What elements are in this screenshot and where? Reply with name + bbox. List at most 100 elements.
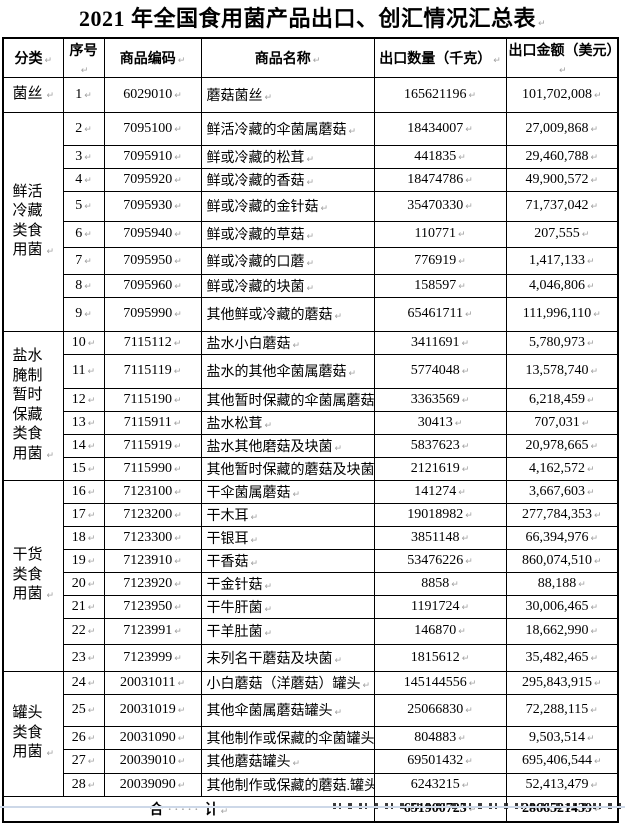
cell-qty: 776919 ↵ xyxy=(373,246,507,275)
cell-qty-text: 441835 xyxy=(414,148,457,164)
cell-seq-text: 7 xyxy=(75,252,83,268)
cell-qty: 2121619 ↵ xyxy=(373,456,507,481)
header-name-label: 商品名称 xyxy=(254,49,311,66)
paragraph-mark-icon: ↵ xyxy=(461,367,470,377)
cell-amount-text: 27,009,868 xyxy=(525,120,589,136)
paragraph-mark-icon: ↵ xyxy=(312,55,321,66)
cell-seq-text: 20 xyxy=(71,575,86,591)
header-code: 商品编码 ↵ xyxy=(103,37,202,78)
bottom-divider-line xyxy=(0,806,625,808)
cell-code: 7095920 ↵ xyxy=(103,167,202,192)
cell-code: 20031019 ↵ xyxy=(103,693,202,727)
cell-seq-text: 22 xyxy=(71,623,86,638)
header-name: 商品名称 ↵ xyxy=(200,37,375,78)
cell-qty-text: 18434007 xyxy=(407,120,464,136)
table-row: 鲜活冷藏类食用菌 ↵ 2 ↵ 7095100 ↵ 鲜活冷藏的伞菌属蘑菇 ↵ 18434007 ↵ 2… xyxy=(2,111,619,332)
cell-code: 7095990 ↵ xyxy=(103,296,202,332)
table-row: 14 ↵ 7115919 ↵ 盐水其他磨菇及块菌 ↵ 5837623 ↵ 20,978,665 ↵… xyxy=(3,433,619,458)
paragraph-mark-icon: ↵ xyxy=(84,202,92,212)
cell-seq: 12 ↵ xyxy=(62,387,105,412)
cell-code-text: 20031090 xyxy=(119,729,176,745)
category-cell: 干货类食用菌 ↵ xyxy=(2,479,64,672)
cell-seq-text: 27 xyxy=(71,753,86,768)
paragraph-mark-icon: ↵ xyxy=(581,418,590,429)
cell-qty: 158597 ↵ xyxy=(373,273,507,298)
paragraph-mark-icon: ↵ xyxy=(46,591,55,602)
cell-seq: 16 ↵ xyxy=(62,479,105,504)
cell-qty: 165621196 ↵ xyxy=(373,76,507,113)
paragraph-mark-icon: ↵ xyxy=(174,602,182,613)
cell-seq-text: 6 xyxy=(75,226,83,241)
cell-name: 其他暂时保藏的伞菌属蘑菇↵ xyxy=(200,387,375,412)
cell-seq-text: 24 xyxy=(71,674,86,690)
table-row: 17↵7123200↵干木耳↵19018982↵277,784,353↵↵ xyxy=(3,502,619,527)
paragraph-mark-icon: ↵ xyxy=(174,510,182,521)
category-label: 罐头类食用菌 xyxy=(12,705,43,761)
category-label: 鲜活冷藏类食用菌 xyxy=(12,183,43,259)
cell-qty: 19018982 ↵ xyxy=(373,502,507,527)
cell-seq: 20 ↵ xyxy=(62,571,105,596)
cell-seq-text: 14 xyxy=(71,437,86,453)
paragraph-mark-icon: ↵ xyxy=(461,338,470,349)
cell-amount-text: 6,218,459 xyxy=(528,391,585,407)
cell-name-text: 鲜或冷藏的香菇 xyxy=(206,173,305,189)
cell-amount: 207,555↵↵ xyxy=(505,220,619,248)
cell-seq-text: 15 xyxy=(71,460,86,476)
cell-amount: 35,482,465↵↵ xyxy=(505,643,619,672)
paragraph-mark-icon: ↵ xyxy=(306,154,315,165)
paragraph-mark-icon: ↵ xyxy=(493,55,501,66)
cell-amount-text: 88,188 xyxy=(537,575,577,591)
paragraph-mark-icon: ↵ xyxy=(84,281,92,292)
cell-amount-text: 5,780,973 xyxy=(528,334,585,350)
paragraph-mark-icon: ↵ xyxy=(173,367,182,377)
table-row: 28↵20039090↵其他制作或保藏的蘑菇.罐头↵6243215↵52,413… xyxy=(3,772,619,797)
cell-seq: 7 ↵ xyxy=(62,246,105,275)
paragraph-mark-icon: ↵ xyxy=(578,579,586,590)
cell-code: 7115919 ↵ xyxy=(103,433,202,458)
cell-qty: 25066830 ↵ xyxy=(373,693,507,727)
cell-qty-text: 18474786 xyxy=(407,171,464,187)
cell-seq-text: 18 xyxy=(71,529,86,545)
cell-code: 7115190 ↵ xyxy=(103,387,202,412)
cell-name: 其他制作或保藏的伞菌罐头↵ xyxy=(200,725,375,750)
cell-name: 盐水的其他伞菌属蘑菇 ↵ xyxy=(200,353,375,389)
cell-amount: 707,031↵↵ xyxy=(505,410,619,435)
paragraph-mark-icon: ↵ xyxy=(334,312,343,322)
cell-name-text: 鲜或冷藏的金针菇 xyxy=(206,200,319,215)
cell-amount: 3,667,603↵↵ xyxy=(505,479,619,504)
paragraph-mark-icon: ↵ xyxy=(465,202,473,212)
cell-amount: 860,074,510↵↵ xyxy=(505,548,619,573)
paragraph-mark-icon: ↵ xyxy=(264,604,273,615)
cell-amount-text: 66,394,976 xyxy=(525,529,589,545)
paragraph-mark-icon: ↵ xyxy=(458,256,466,267)
paragraph-mark-icon: ↵ xyxy=(590,627,599,637)
table-row: 3↵7095910↵鲜或冷藏的松茸↵441835↵29,460,788↵↵ xyxy=(3,144,619,169)
paragraph-mark-icon: ↵ xyxy=(458,152,466,163)
cell-name: 干牛肝菌 ↵ xyxy=(200,594,375,619)
paragraph-mark-icon: ↵ xyxy=(84,124,92,135)
paragraph-mark-icon: ↵ xyxy=(558,65,567,76)
paragraph-mark-icon: ↵ xyxy=(461,441,470,452)
cell-name-text: 干香菇 xyxy=(206,554,249,570)
cell-seq: 21 ↵ xyxy=(62,594,105,619)
cell-amount-text: 71,737,042 xyxy=(525,198,589,213)
cell-qty-text: 8858 xyxy=(421,575,450,591)
cell-code: 7095100 ↵ xyxy=(103,111,202,146)
cell-seq: 2 ↵ xyxy=(62,111,105,146)
paragraph-mark-icon: ↵ xyxy=(292,489,301,500)
paragraph-mark-icon: ↵ xyxy=(87,602,96,613)
paragraph-mark-icon: ↵ xyxy=(590,780,599,791)
cell-name: 干伞菌属蘑菇 ↵ xyxy=(200,479,375,504)
cell-name-text: 其他鲜或冷藏的蘑菇 xyxy=(206,308,333,323)
cell-amount: 20,978,665↵↵ xyxy=(505,433,619,458)
cell-qty-text: 65461711 xyxy=(407,306,463,321)
cell-name: 其他鲜或冷藏的蘑菇 ↵ xyxy=(200,296,375,332)
cell-qty: 18434007 ↵ xyxy=(373,111,507,146)
cell-code-text: 7115190 xyxy=(123,391,172,407)
cell-name-text: 鲜或冷藏的口蘑 xyxy=(206,254,305,270)
cell-amount-text: 1,417,133 xyxy=(528,252,585,268)
cell-seq-text: 5 xyxy=(75,198,83,213)
paragraph-mark-icon: ↵ xyxy=(590,124,599,135)
paragraph-mark-icon: ↵ xyxy=(174,230,182,240)
paragraph-mark-icon: ↵ xyxy=(320,204,329,214)
